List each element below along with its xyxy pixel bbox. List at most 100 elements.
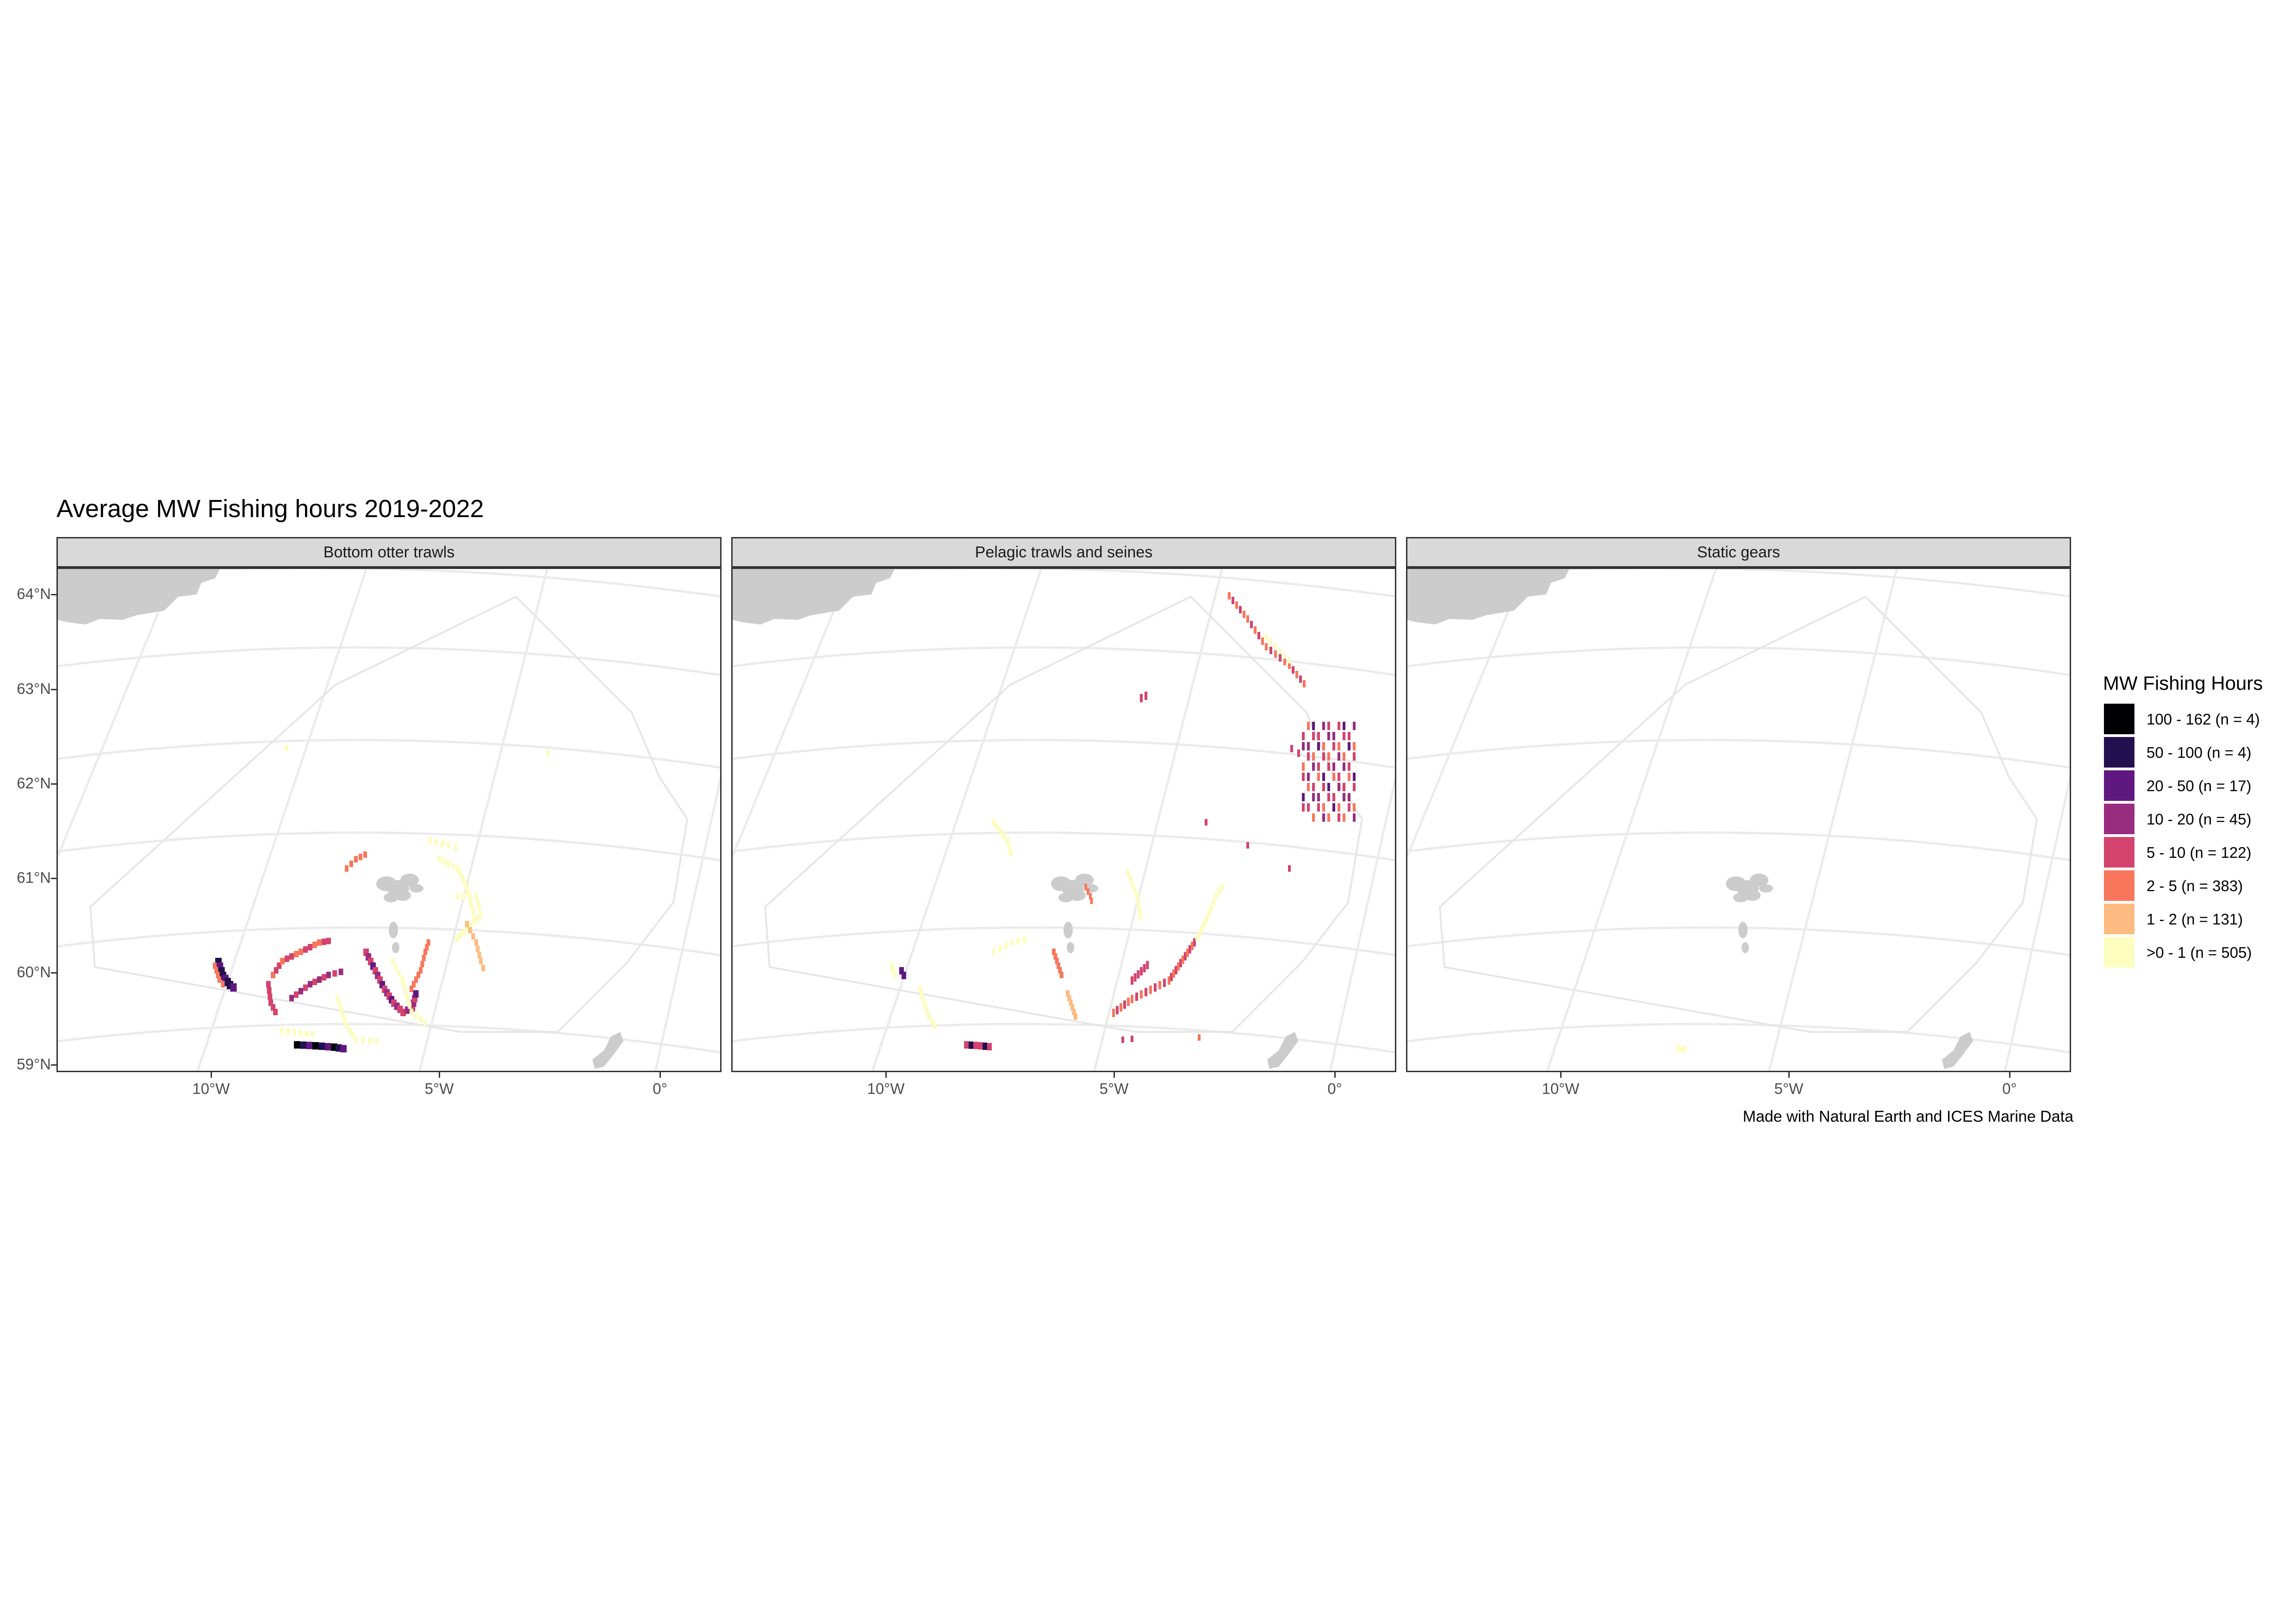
fishing-cell [1069,999,1073,1006]
fishing-cell [413,990,419,998]
x-tick [885,1072,887,1078]
fishing-cell [1327,813,1330,822]
fishing-cell [1112,1009,1115,1017]
fishing-cell [1288,865,1291,872]
fishing-cell [1302,742,1305,750]
fishing-cell [324,1043,331,1050]
fishing-cell [447,861,450,867]
fishing-cell [472,918,476,925]
fishing-cell [1145,988,1147,996]
fishing-cell [468,893,472,899]
fishing-cell [268,999,273,1006]
fishing-cell [1121,1037,1124,1043]
graticule-meridian [1329,775,1395,1071]
fishing-cell [221,981,225,987]
fishing-cell [1126,870,1130,876]
land-faroe [410,884,423,893]
y-axis-label: 63°N [17,680,51,697]
fishing-cell [214,967,218,974]
fishing-cell [1302,773,1305,781]
legend-label: >0 - 1 (n = 505) [2147,944,2252,961]
fishing-cell [999,828,1002,835]
fishing-cell [303,984,308,991]
fishing-cell [1332,793,1335,801]
legend-label: 50 - 100 (n = 4) [2147,744,2252,761]
fishing-cell [1138,907,1141,913]
fishing-cell [426,939,430,946]
fishing-cell [456,865,460,872]
legend-label: 100 - 162 (n = 4) [2147,711,2260,728]
fishing-cell [1303,680,1306,687]
fishing-cell [332,970,337,977]
fishing-cell [463,879,467,886]
fishing-cell [1228,592,1231,600]
fishing-cell [1214,893,1218,899]
fishing-cell [978,1042,983,1049]
fishing-cell [1312,732,1315,740]
fishing-cell [406,996,410,1002]
fishing-cell [476,945,480,952]
fishing-cell [1089,893,1092,899]
fishing-cell [1254,626,1257,634]
fishing-cell [927,1013,931,1020]
region-outline [764,595,1363,1033]
graticule-parallel [1407,1023,2070,1054]
fishing-cell [983,1043,987,1050]
land-faroe [1064,922,1073,938]
fishing-cell [465,925,469,932]
fishing-cell [923,1002,927,1009]
map-panel-pelagic-trawls [731,568,1396,1072]
fishing-cell [546,750,550,756]
fishing-cell [1066,990,1070,997]
fishing-cell [1073,1013,1077,1020]
fishing-cell [1053,953,1058,960]
fishing-cell [1283,652,1286,659]
fishing-cell [1004,942,1008,949]
map-canvas [58,569,720,1071]
graticule-parallel [1407,831,2070,862]
fishing-cell [351,1032,355,1038]
fishing-cell [1072,1009,1076,1015]
land-iceland [733,569,895,625]
land-faroe [1750,874,1768,887]
fishing-cell [1322,722,1325,730]
fishing-cell [1137,970,1140,979]
fishing-cell [322,974,326,981]
fishing-cell [317,976,322,983]
fishing-cell [454,936,459,943]
fishing-cell [481,965,485,971]
graticule-meridian [733,569,852,856]
fishing-cell [1295,671,1298,678]
fishing-cell [1250,621,1253,628]
x-tick [1788,1072,1790,1078]
fishing-cell [318,1043,325,1050]
fishing-cell [479,958,483,964]
fishing-cell [1070,1004,1074,1011]
fishing-cell [1010,939,1014,946]
fishing-cell [451,863,455,869]
fishing-cell [408,1002,411,1009]
fishing-cell [1307,803,1310,812]
fishing-cell [1288,657,1291,663]
fishing-cell [311,1031,315,1038]
fishing-cell [1274,650,1277,658]
fishing-cell [1317,793,1320,801]
fishing-cell [1135,893,1139,899]
fishing-cell [1343,752,1345,761]
fishing-cell [1205,916,1208,923]
fishing-cell [336,995,339,1001]
fishing-cell [1317,762,1320,771]
legend-label: 20 - 50 (n = 17) [2147,777,2252,794]
legend-key [2103,869,2135,902]
graticule-meridian [196,569,368,1071]
fishing-cell [471,933,475,940]
legend-key [2103,803,2135,835]
fishing-cell [1338,803,1340,812]
fishing-cell [1332,762,1335,771]
fishing-cell [1205,819,1207,825]
x-axis-label: 5°W [1099,1080,1129,1097]
fishing-cell [1163,979,1166,987]
fishing-cell [1207,910,1211,917]
fishing-cell [1177,962,1180,971]
land-faroe [1075,874,1094,887]
